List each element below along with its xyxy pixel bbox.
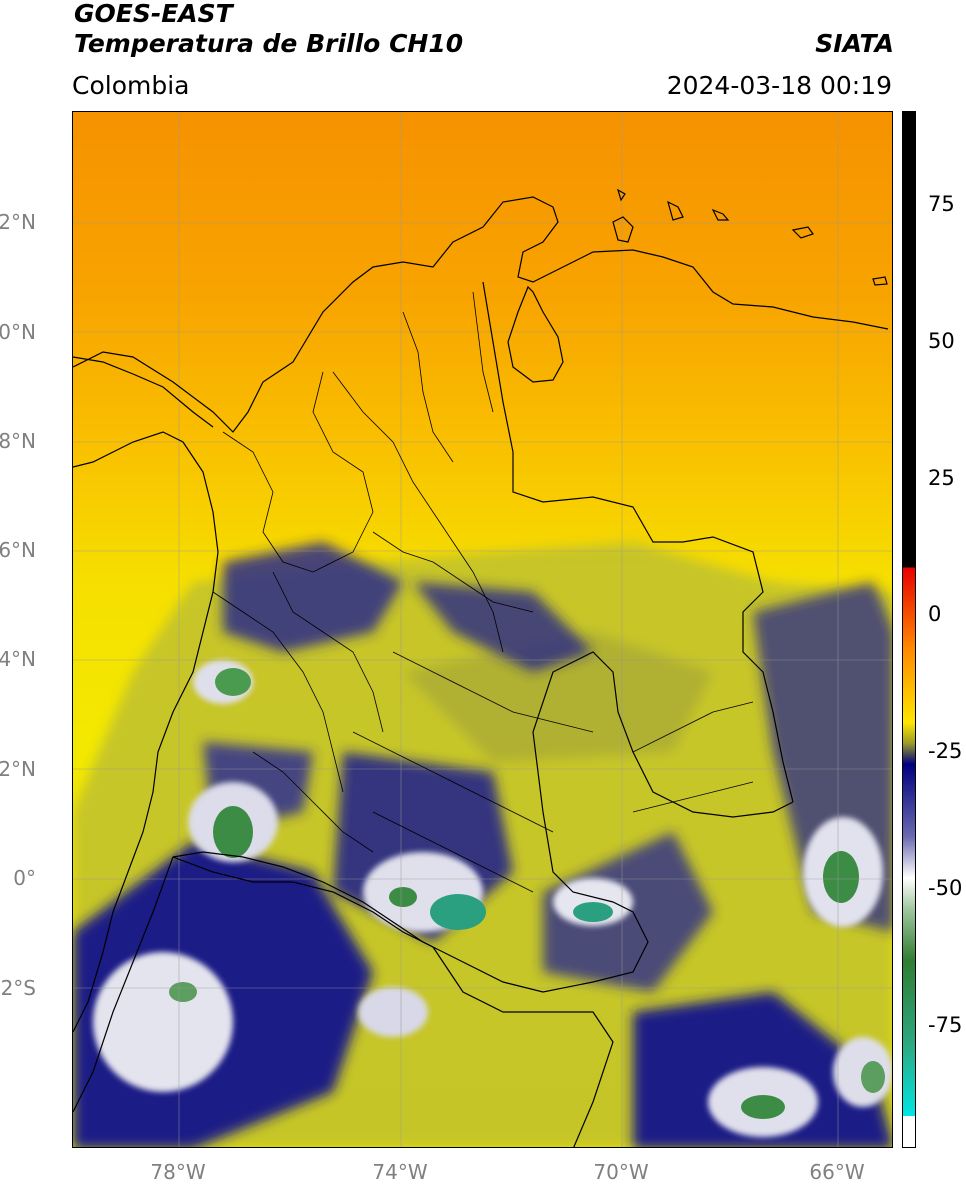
colorbar-label-minus75: -75 xyxy=(928,1013,963,1037)
lat-label-2n: 2°N xyxy=(0,757,36,781)
lat-label-12n: 12°N xyxy=(0,210,36,234)
lat-label-0: 0° xyxy=(13,866,36,890)
region-label: Colombia xyxy=(72,71,190,100)
lon-label-74w: 74°W xyxy=(372,1160,428,1184)
lat-label-10n: 10°N xyxy=(0,320,36,344)
colorbar-label-75: 75 xyxy=(928,192,955,216)
map-canvas xyxy=(73,112,892,1147)
lon-label-70w: 70°W xyxy=(593,1160,649,1184)
coastlines-borders xyxy=(73,188,889,1147)
product-title: GOES-EAST xyxy=(74,0,233,28)
datetime-label: 2024-03-18 00:19 xyxy=(666,71,892,100)
lon-label-78w: 78°W xyxy=(150,1160,206,1184)
lat-label-8n: 8°N xyxy=(0,429,36,453)
colorbar-label-50: 50 xyxy=(928,329,955,353)
colorbar-label-minus25: -25 xyxy=(928,739,963,763)
green-core-layer xyxy=(169,668,885,1119)
lon-label-66w: 66°W xyxy=(809,1160,865,1184)
satellite-map xyxy=(72,111,893,1148)
graticule xyxy=(73,112,892,1147)
lat-label-2s: 2°S xyxy=(0,976,36,1000)
product-subtitle: Temperatura de Brillo CH10 xyxy=(74,29,464,58)
colorbar-label-minus50: -50 xyxy=(928,876,963,900)
colorbar-label-25: 25 xyxy=(928,466,955,490)
organization-label: SIATA xyxy=(815,29,894,58)
colorbar xyxy=(902,111,916,1148)
colorbar-label-0: 0 xyxy=(928,602,942,626)
lat-label-6n: 6°N xyxy=(0,538,36,562)
lat-label-4n: 4°N xyxy=(0,647,36,671)
